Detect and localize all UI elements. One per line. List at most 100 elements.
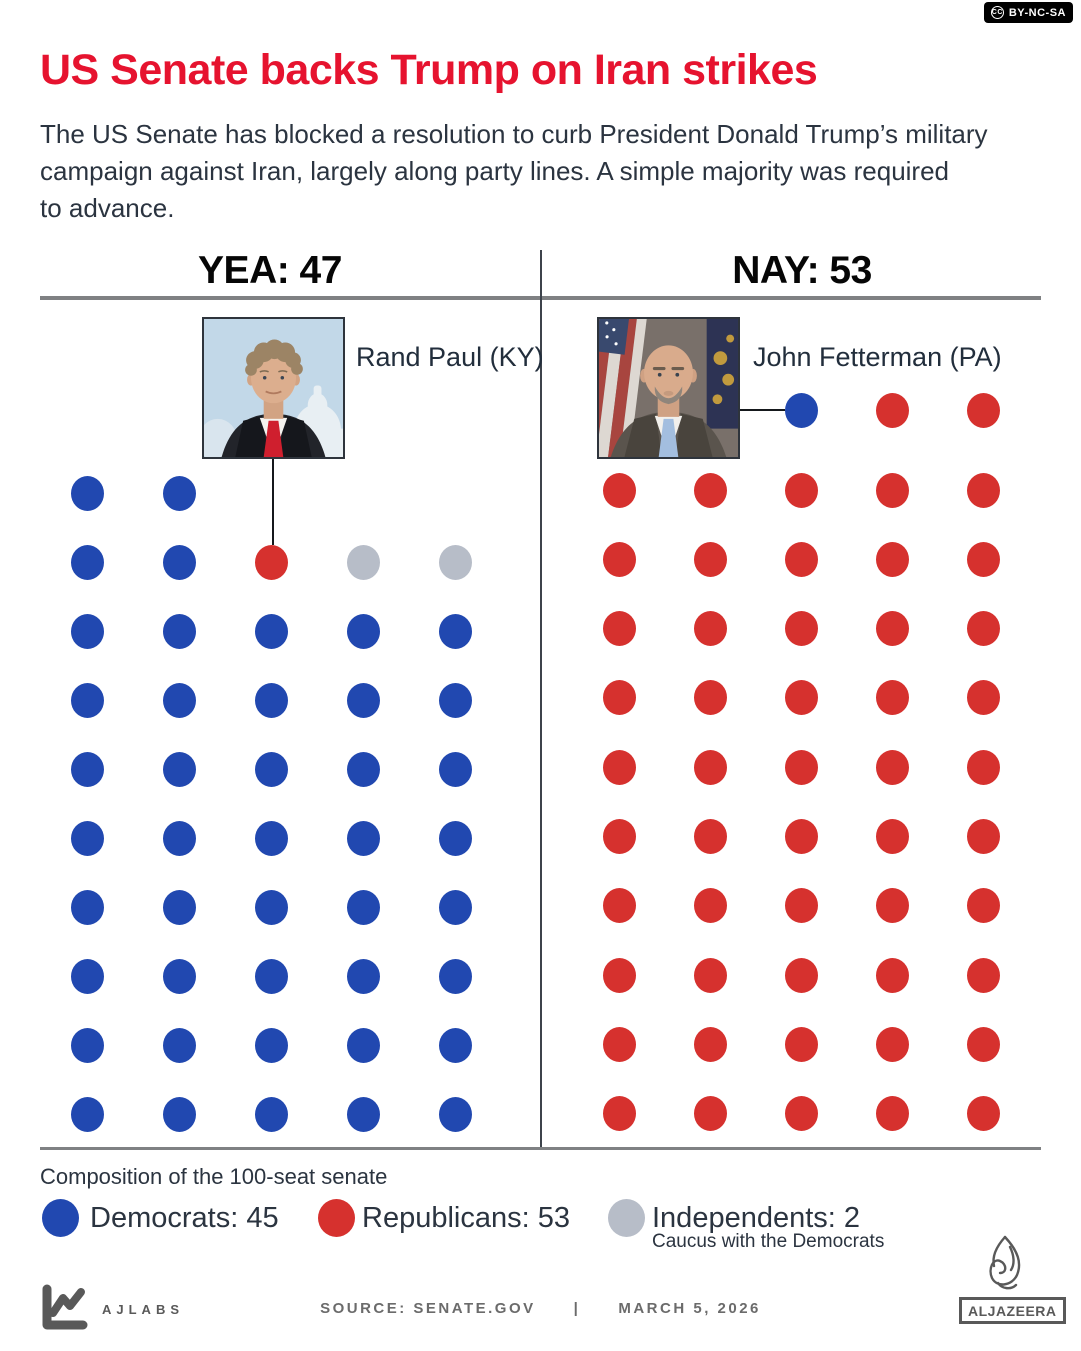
senator-dot <box>346 751 380 787</box>
senator-dot <box>70 475 104 511</box>
senator-dot <box>784 472 818 508</box>
yea-column-header: YEA: 47 <box>198 249 342 292</box>
senator-dot <box>162 475 196 511</box>
chart-bottom-rule <box>40 1147 1041 1150</box>
senator-dot <box>875 392 909 428</box>
john-fetterman-photo <box>597 317 740 459</box>
senator-dot <box>438 889 472 925</box>
senator-dot <box>346 544 380 580</box>
senator-dot <box>438 1027 472 1063</box>
senator-dot <box>875 680 909 716</box>
intro-text: The US Senate has blocked a resolution t… <box>40 119 988 223</box>
senator-dot <box>966 819 1000 854</box>
senator-dot <box>966 472 1000 508</box>
rand-paul-connector-line <box>272 459 274 545</box>
senator-dot <box>784 957 818 993</box>
nay-column-header: NAY: 53 <box>732 249 872 292</box>
senator-dot <box>602 749 636 785</box>
senator-dot <box>70 958 104 994</box>
senator-dot <box>966 957 1000 993</box>
legend-title: Composition of the 100-seat senate <box>40 1164 388 1189</box>
senator-dot <box>602 1026 636 1062</box>
cc-icon: CC <box>990 6 1004 19</box>
senator-dot <box>602 819 636 854</box>
senator-dot <box>70 889 104 925</box>
senator-dot <box>966 680 1000 716</box>
senator-dot <box>602 957 636 993</box>
senator-dot <box>784 541 818 577</box>
senator-dot <box>438 544 472 580</box>
rand-paul-portrait-image <box>204 319 343 457</box>
senator-dot <box>162 958 196 994</box>
aljazeera-flame-icon <box>989 1235 1021 1290</box>
senator-dot <box>346 1027 380 1063</box>
senator-dot <box>438 820 472 856</box>
senator-dot <box>438 682 472 718</box>
rand-paul-photo <box>202 317 345 459</box>
senator-dot <box>70 1027 104 1063</box>
senator-dot <box>70 1096 104 1132</box>
source-line: SOURCE: SENATE.GOV | MARCH 5, 2026 <box>0 1300 1081 1317</box>
senator-dot <box>346 820 380 856</box>
senator-dot <box>602 541 636 577</box>
democrats-swatch <box>42 1199 79 1237</box>
republicans-legend-label: Republicans: 53 <box>362 1202 570 1234</box>
senator-dot <box>602 611 636 647</box>
senator-dot <box>966 749 1000 785</box>
senator-dot <box>875 611 909 647</box>
senator-dot <box>693 888 727 924</box>
senator-dot <box>875 1096 909 1132</box>
senator-dot <box>254 820 288 856</box>
senator-dot <box>438 613 472 649</box>
senator-dot <box>162 751 196 787</box>
senator-dot <box>70 613 104 649</box>
senator-dot <box>254 1096 288 1132</box>
senator-dot <box>784 1096 818 1132</box>
senator-dot <box>784 749 818 785</box>
senator-dot <box>254 958 288 994</box>
senator-dot <box>966 611 1000 647</box>
senator-dot <box>602 1096 636 1132</box>
senator-dot <box>162 1027 196 1063</box>
senator-dot <box>693 472 727 508</box>
senator-dot <box>254 1027 288 1063</box>
senator-dot <box>693 680 727 716</box>
democrats-legend-label: Democrats: 45 <box>90 1202 279 1234</box>
senator-dot <box>438 751 472 787</box>
senator-dot <box>966 392 1000 428</box>
senator-dot <box>346 958 380 994</box>
senator-dot <box>602 472 636 508</box>
senator-dot <box>162 820 196 856</box>
senator-dot <box>784 680 818 716</box>
senator-dot <box>254 889 288 925</box>
senator-dot <box>70 544 104 580</box>
republicans-swatch <box>318 1199 355 1237</box>
senator-dot <box>784 819 818 854</box>
senator-dot <box>254 682 288 718</box>
senator-dot <box>162 682 196 718</box>
senator-dot <box>784 888 818 924</box>
senator-dot <box>162 544 196 580</box>
senator-dot <box>346 682 380 718</box>
senator-dot <box>693 1096 727 1132</box>
page-title: US Senate backs Trump on Iran strikes <box>40 46 818 94</box>
senator-dot <box>346 889 380 925</box>
senator-dot <box>966 1026 1000 1062</box>
source-separator: | <box>573 1300 581 1317</box>
john-fetterman-label: John Fetterman (PA) <box>753 342 1002 372</box>
senator-dot <box>602 680 636 716</box>
senator-dot <box>875 957 909 993</box>
senator-dot <box>875 472 909 508</box>
independents-legend-note: Caucus with the Democrats <box>652 1231 885 1252</box>
senator-dot <box>784 1026 818 1062</box>
senator-dot <box>254 544 288 580</box>
rand-paul-label: Rand Paul (KY) <box>356 342 544 372</box>
senator-dot <box>875 819 909 854</box>
license-label: BY-NC-SA <box>1008 6 1066 19</box>
senator-dot <box>162 1096 196 1132</box>
senator-dot <box>346 613 380 649</box>
aljazeera-wordmark: ALJAZEERA <box>959 1297 1066 1324</box>
senator-dot <box>162 613 196 649</box>
senator-dot <box>693 957 727 993</box>
senator-dot <box>70 751 104 787</box>
